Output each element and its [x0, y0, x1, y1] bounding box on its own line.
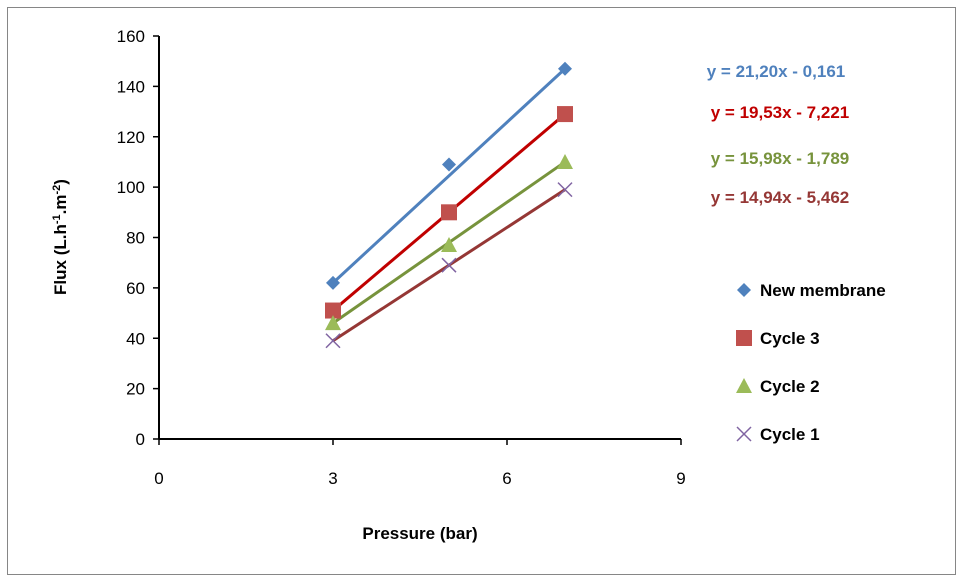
equation-cycle-3: y = 19,53x - 7,221 — [711, 103, 849, 122]
x-marker-stroke — [557, 182, 573, 198]
x-marker-stroke — [441, 257, 457, 273]
legend-label-cycle-3: Cycle 3 — [760, 329, 820, 348]
legend-marker-new-membrane — [737, 283, 751, 297]
x-marker-stroke — [736, 426, 752, 442]
legend-label-cycle-2: Cycle 2 — [760, 377, 820, 396]
equation-cycle-2: y = 15,98x - 1,789 — [711, 149, 849, 168]
legend-marker-cycle-2 — [736, 378, 752, 393]
data-point-cycle-1 — [325, 333, 341, 349]
data-point-new-membrane — [442, 157, 456, 172]
trendline-equations: y = 21,20x - 0,161 y = 19,53x - 7,221 y = … — [707, 62, 849, 207]
y-tick-label: 160 — [117, 27, 145, 46]
x-tick-label: 6 — [502, 469, 511, 488]
data-point-cycle-2 — [325, 315, 341, 331]
y-axis-title: Flux (L.h-1.m-2) — [51, 179, 70, 295]
data-markers — [325, 61, 573, 349]
legend-marker-cycle-3 — [736, 330, 752, 346]
data-point-cycle-2 — [557, 153, 573, 169]
data-point-new-membrane — [558, 61, 572, 76]
trendline-new-membrane — [331, 67, 567, 284]
data-point-cycle-2 — [441, 237, 457, 253]
legend-label-new-membrane: New membrane — [760, 281, 886, 300]
data-point-cycle-1 — [557, 182, 573, 198]
y-axis-title-superscript: -1 — [51, 214, 63, 224]
data-point-cycle-3 — [325, 302, 341, 319]
y-tick-label: 80 — [126, 229, 145, 248]
y-tick-label: 60 — [126, 279, 145, 298]
legend-label-cycle-1: Cycle 1 — [760, 425, 820, 444]
y-axis-title-part: ) — [51, 179, 70, 185]
x-tick-label: 0 — [154, 469, 163, 488]
chart-area — [7, 7, 956, 575]
y-tick-label: 40 — [126, 329, 145, 348]
y-axis-title-superscript: -2 — [51, 185, 63, 195]
x-axis-title: Pressure (bar) — [362, 524, 477, 543]
y-tick-label: 100 — [117, 178, 145, 197]
x-tick-label: 3 — [328, 469, 337, 488]
data-point-cycle-1 — [441, 257, 457, 273]
y-axis-title-part: Flux (L.h — [51, 224, 70, 295]
equation-new-membrane: y = 21,20x - 0,161 — [707, 62, 845, 81]
x-tick-label: 9 — [676, 469, 685, 488]
y-tick-label: 140 — [117, 77, 145, 96]
axes: 0 20 40 60 80 100 120 140 160 0 3 6 9 — [117, 27, 686, 488]
y-axis-title-part: .m — [51, 195, 70, 215]
legend-marker-cycle-1 — [736, 426, 752, 442]
y-tick-label: 120 — [117, 128, 145, 147]
data-point-cycle-3 — [441, 204, 457, 221]
y-tick-label: 0 — [136, 430, 145, 449]
data-point-cycle-3 — [557, 106, 573, 123]
y-tick-label: 20 — [126, 380, 145, 399]
legend: New membrane Cycle 3 Cycle 2 Cycle 1 — [736, 281, 886, 444]
equation-cycle-1: y = 14,94x - 5,462 — [711, 188, 849, 207]
x-marker-stroke — [325, 333, 341, 349]
data-point-new-membrane — [326, 275, 340, 290]
